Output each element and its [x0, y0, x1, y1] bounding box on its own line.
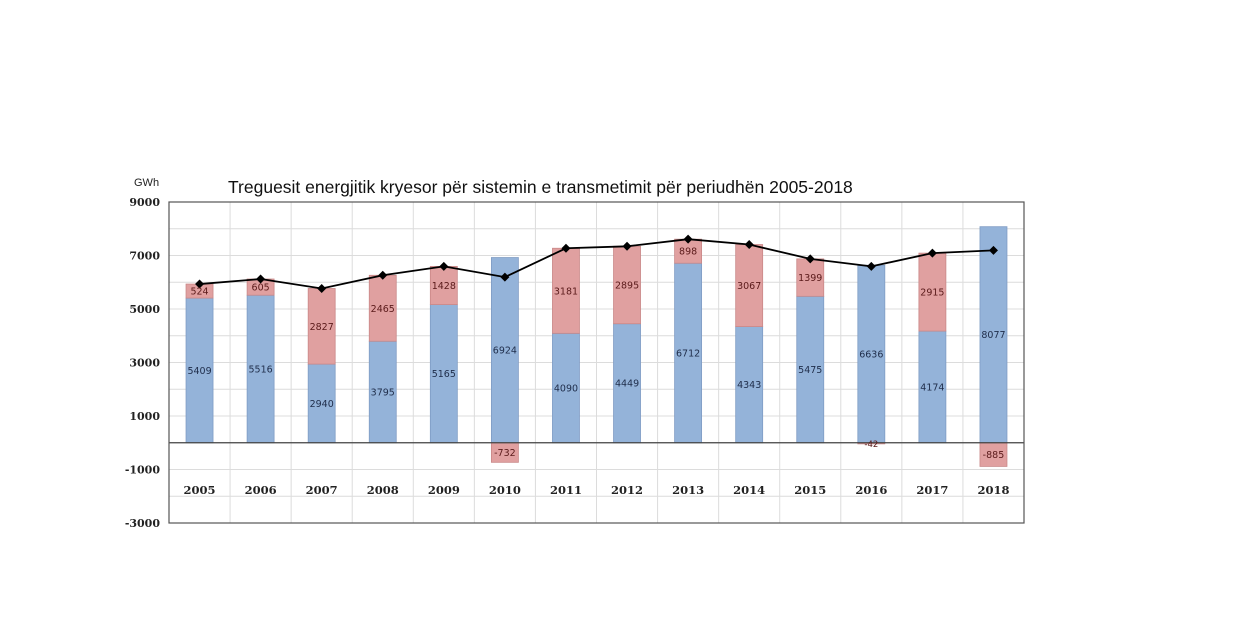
y-axis-unit-label: GWh — [134, 177, 159, 189]
chart-title: Treguesit energjitik kryesor për sistemi… — [228, 177, 853, 197]
label-red-2005: 524 — [190, 287, 208, 298]
label-red-2010: -732 — [494, 448, 516, 459]
x-tick-label: 2010 — [489, 483, 521, 497]
bars — [185, 226, 1008, 467]
y-tick-label: 5000 — [129, 303, 160, 316]
x-tick-label: 2016 — [855, 483, 887, 497]
x-tick-label: 2012 — [611, 483, 643, 497]
total-marker-2016 — [866, 261, 876, 271]
x-tick-label: 2018 — [977, 483, 1009, 497]
total-marker-2014 — [744, 240, 754, 250]
bar-blue-2012 — [613, 323, 641, 444]
y-tick-label: 3000 — [129, 357, 160, 370]
bar-red-2007 — [307, 288, 336, 365]
bar-red-2011 — [552, 247, 580, 334]
label-red-2017: 2915 — [920, 288, 944, 299]
total-marker-2011 — [561, 243, 571, 253]
total-marker-2017 — [927, 248, 937, 258]
label-blue-2016: 6636 — [859, 349, 883, 360]
x-tick-label: 2007 — [306, 483, 338, 497]
y-axis-ticks: 9000 7000 5000 3000 1000 -1000 -3000 — [125, 196, 161, 530]
label-red-2013: 898 — [679, 247, 697, 258]
label-blue-2011: 4090 — [554, 384, 578, 395]
bar-blue-2007 — [307, 363, 336, 444]
x-tick-label: 2008 — [367, 483, 399, 497]
y-tick-label: 9000 — [129, 196, 160, 209]
label-red-2016: -42 — [864, 440, 878, 450]
bar-blue-2006 — [246, 294, 275, 444]
x-tick-label: 2014 — [733, 483, 765, 497]
label-red-2007: 2827 — [310, 322, 334, 333]
label-red-2015: 1399 — [798, 273, 822, 284]
bar-red-2012 — [613, 245, 641, 325]
plot-frame — [168, 201, 1025, 524]
x-tick-label: 2011 — [550, 483, 582, 497]
bar-red-2015 — [796, 258, 825, 297]
label-blue-2014: 4343 — [737, 380, 761, 391]
bar-blue-2015 — [796, 295, 825, 444]
label-blue-2006: 5516 — [249, 364, 273, 375]
bar-blue-2011 — [552, 332, 580, 444]
bar-red-2009 — [429, 265, 458, 305]
y-tick-label: 7000 — [129, 250, 160, 263]
total-marker-2018 — [988, 245, 998, 255]
label-blue-2015: 5475 — [798, 365, 822, 376]
total-marker-2009 — [439, 261, 449, 271]
bar-red-2008 — [368, 274, 397, 342]
label-blue-2009: 5165 — [432, 369, 456, 380]
bar-blue-2005 — [185, 297, 214, 444]
total-marker-2010 — [500, 272, 510, 282]
total-line — [195, 234, 998, 293]
label-red-2014: 3067 — [737, 281, 761, 292]
label-blue-2012: 4449 — [615, 379, 639, 390]
bar-blue-2010 — [490, 257, 519, 444]
label-red-2008: 2465 — [371, 304, 395, 315]
label-blue-2018: 8077 — [981, 330, 1005, 341]
label-red-2018: -885 — [983, 450, 1005, 461]
bar-red-2014 — [735, 244, 764, 327]
total-series-line — [199, 238, 994, 290]
x-tick-label: 2006 — [245, 483, 277, 497]
label-blue-2013: 6712 — [676, 348, 700, 359]
label-blue-2008: 3795 — [371, 387, 395, 398]
bar-red-2017 — [918, 252, 947, 332]
x-tick-label: 2005 — [184, 483, 216, 497]
label-blue-2010: 6924 — [493, 346, 517, 357]
label-red-2009: 1428 — [432, 281, 456, 292]
y-tick-label: 1000 — [129, 410, 160, 423]
label-red-2012: 2895 — [615, 281, 639, 292]
total-marker-2012 — [622, 241, 632, 251]
bar-blue-2018 — [979, 226, 1008, 444]
label-blue-2007: 2940 — [310, 399, 334, 410]
bar-blue-2016 — [857, 264, 886, 444]
x-tick-label: 2017 — [916, 483, 948, 497]
x-axis-ticks: 2005 2006 2007 2008 2009 2010 2011 2012 2013 2014… — [184, 483, 1010, 497]
total-marker-2006 — [256, 274, 266, 284]
label-blue-2005: 5409 — [187, 366, 211, 377]
label-red-2011: 3181 — [554, 286, 578, 297]
bar-red-2013 — [674, 238, 703, 264]
label-blue-2017: 4174 — [920, 382, 944, 393]
data-labels: 5409 524 5516 605 2940 2827 3795 2465 5165 1428 69… — [187, 247, 1005, 461]
label-red-2006: 605 — [252, 283, 270, 294]
x-tick-label: 2009 — [428, 483, 460, 497]
total-marker-2015 — [805, 254, 815, 264]
bar-blue-2017 — [918, 330, 947, 444]
total-marker-2005 — [195, 279, 205, 289]
y-tick-label: -1000 — [125, 464, 161, 477]
y-tick-label: -3000 — [125, 517, 161, 530]
bar-blue-2014 — [735, 326, 764, 444]
total-marker-2008 — [378, 270, 388, 280]
x-tick-label: 2015 — [794, 483, 826, 497]
x-tick-label: 2013 — [672, 483, 704, 497]
total-marker-2007 — [317, 283, 327, 293]
total-marker-2013 — [683, 234, 693, 244]
